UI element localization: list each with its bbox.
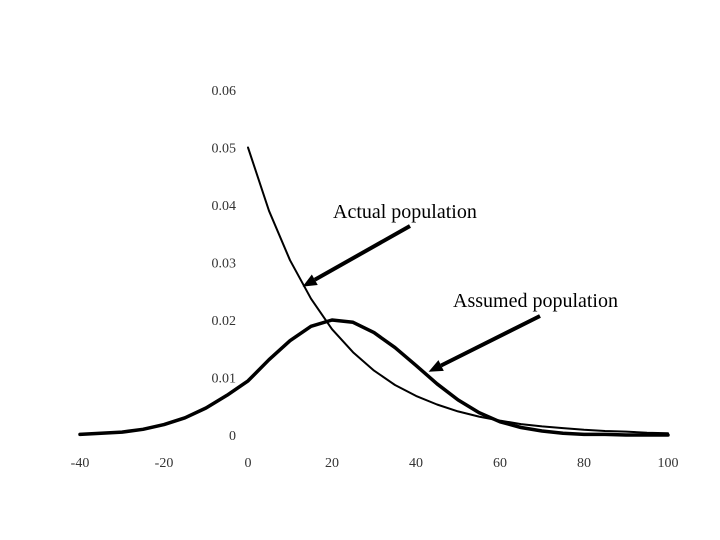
- x-tick-label: 40: [409, 456, 423, 471]
- y-axis-ticks: 0 0.01 0.02 0.03 0.04 0.05 0.06: [212, 84, 237, 444]
- y-tick-label: 0.04: [212, 199, 237, 214]
- x-tick-label: -20: [155, 456, 174, 471]
- x-tick-label: -40: [71, 456, 90, 471]
- y-tick-label: 0: [229, 429, 236, 444]
- y-tick-label: 0.06: [212, 84, 237, 99]
- x-tick-label: 80: [577, 456, 591, 471]
- x-tick-label: 100: [658, 456, 679, 471]
- annotation-arrow-line: [313, 224, 411, 282]
- x-tick-label: 20: [325, 456, 339, 471]
- annotation-arrow-head: [428, 360, 444, 372]
- y-tick-label: 0.02: [212, 314, 237, 329]
- x-tick-label: 60: [493, 456, 507, 471]
- y-tick-label: 0.03: [212, 257, 237, 272]
- x-axis-ticks: -40 -20 0 20 40 60 80 100: [71, 456, 679, 471]
- series-line-assumed: [78, 318, 670, 437]
- y-tick-label: 0.05: [212, 142, 237, 157]
- series-line-actual: [247, 146, 669, 435]
- series-layer: [78, 146, 670, 437]
- x-tick-label: 0: [245, 456, 252, 471]
- annotation-assumed-population: Assumed population: [453, 290, 618, 312]
- annotation-arrow-line: [440, 314, 541, 368]
- annotation-arrow-head: [302, 274, 318, 287]
- annotation-arrows: [302, 224, 541, 372]
- annotation-actual-population: Actual population: [333, 201, 477, 223]
- y-tick-label: 0.01: [212, 372, 237, 387]
